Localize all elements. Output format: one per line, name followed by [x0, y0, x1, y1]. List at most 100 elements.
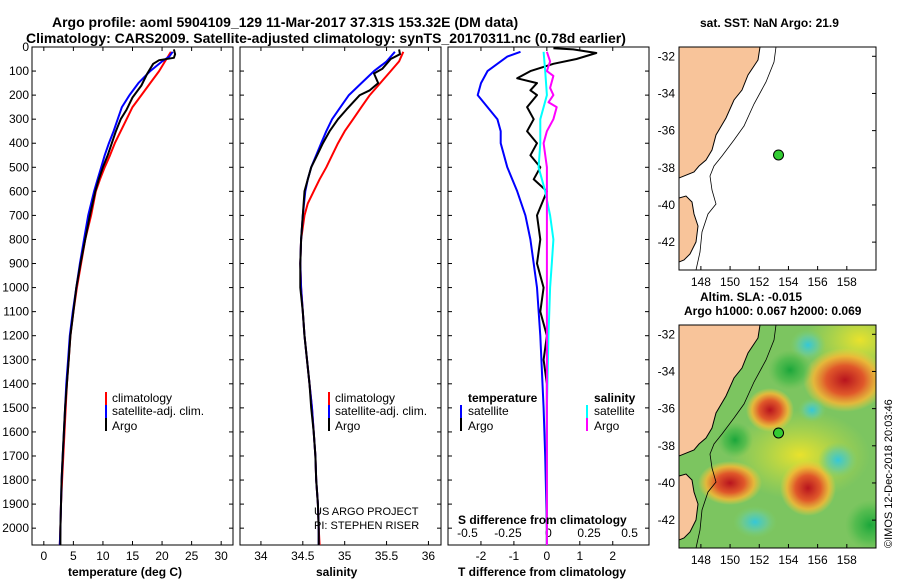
temperature-series [58, 49, 177, 546]
sla-anomaly [768, 350, 812, 390]
temperature-axes-frame [31, 46, 234, 546]
difference-xlabel: T difference from climatology [458, 565, 626, 579]
series-line-temperature-satellite [476, 50, 548, 545]
x-tick-label: 0 [40, 549, 47, 563]
sst-map-land-tasmania [679, 195, 699, 263]
map-y-tick-label: -40 [658, 198, 676, 212]
map-x-tick-label: 152 [749, 553, 769, 567]
sla-map: Altim. SLA: -0.015 Argo h1000: 0.067 h20… [658, 290, 877, 567]
map-x-tick-label: 158 [837, 553, 857, 567]
sla-anomaly [818, 442, 858, 478]
credit-line2: PI: STEPHEN RISER [314, 520, 419, 532]
y-tick-label: 1900 [2, 497, 29, 511]
salinity-series [299, 49, 405, 546]
sst-map-land-mainland [679, 47, 761, 179]
sla-anomaly [780, 460, 836, 516]
y-tick-label: 1200 [2, 329, 29, 343]
sla-anomaly [733, 506, 777, 538]
difference-axes-ticks: -2 -1 0 1 2 -0.5 -0.25 0 0.25 0.5 [448, 46, 649, 563]
series-line-temperature-argo [516, 47, 598, 545]
x-tick-label: 25 [185, 549, 199, 563]
salinity-diff-tick-label: 0.5 [621, 526, 638, 540]
map-y-tick-label: -32 [658, 327, 676, 341]
y-tick-label: 300 [9, 112, 29, 126]
map-y-tick-label: -38 [658, 439, 676, 453]
x-tick-label: 15 [126, 549, 140, 563]
figure-title-line1: Argo profile: aoml 5904109_129 11-Mar-20… [52, 14, 518, 30]
salinity-diff-tick-label: -0.5 [457, 526, 478, 540]
x-tick-label: 2 [609, 549, 616, 563]
map-y-tick-label: -42 [658, 235, 676, 249]
salinity-diff-tick-label: 0.25 [577, 526, 601, 540]
sst-map-frame [678, 46, 877, 271]
salinity-panel: 34 34.5 35 35.5 36 salinity climatology sate… [239, 46, 442, 579]
sla-anomaly [845, 500, 876, 548]
y-tick-label: 900 [9, 257, 29, 271]
map-y-tick-label: -32 [658, 49, 676, 63]
x-tick-label: -1 [509, 549, 520, 563]
y-tick-label: 200 [9, 88, 29, 102]
salinity-diff-tick-label: 0 [545, 526, 552, 540]
map-y-tick-label: -34 [658, 364, 676, 378]
map-y-tick-label: -42 [658, 513, 676, 527]
map-x-tick-label: 156 [808, 553, 828, 567]
sla-map-depth-contour [695, 325, 777, 548]
legend-argo: Argo [335, 419, 361, 433]
series-line-salinity-argo [542, 51, 558, 545]
map-x-tick-label: 150 [720, 553, 740, 567]
difference-legend: temperature satellite Argo salinity sate… [460, 391, 636, 433]
y-tick-label: 0 [22, 40, 29, 54]
sla-map-frame [678, 324, 877, 549]
salinity-diff-tick-label: -0.25 [494, 526, 522, 540]
temperature-panel: 0 5 10 15 20 25 300100200300400500600700800900… [2, 40, 234, 579]
y-tick-label: 1000 [2, 281, 29, 295]
x-tick-label: 36 [422, 549, 436, 563]
y-tick-label: 100 [9, 64, 29, 78]
map-y-tick-label: -38 [658, 161, 676, 175]
difference-panel: -2 -1 0 1 2 -0.5 -0.25 0 0.25 0.5 T difference fr… [447, 46, 650, 579]
temperature-axes-ticks: 0 5 10 15 20 25 300100200300400500600700800900… [2, 40, 233, 563]
map-x-tick-label: 158 [837, 275, 857, 289]
legend-satellite-adj: satellite-adj. clim. [335, 404, 427, 418]
sla-anomaly [717, 422, 753, 458]
map-y-tick-label: -34 [658, 86, 676, 100]
y-tick-label: 1500 [2, 401, 29, 415]
salinity-axes-frame [239, 46, 442, 546]
y-tick-label: 400 [9, 136, 29, 150]
x-tick-label: 20 [155, 549, 169, 563]
y-tick-label: 1400 [2, 377, 29, 391]
salinity-legend: climatology satellite-adj. clim. Argo [328, 391, 427, 433]
legend-climatology: climatology [335, 391, 395, 405]
x-tick-label: 5 [70, 549, 77, 563]
map-x-tick-label: 148 [691, 275, 711, 289]
sst-map-title: sat. SST: NaN Argo: 21.9 [700, 16, 839, 30]
map-x-tick-label: 154 [778, 553, 798, 567]
y-tick-label: 2000 [2, 521, 29, 535]
x-tick-label: 35 [338, 549, 352, 563]
sst-map: sat. SST: NaN Argo: 21.9 148 150 152 154 156… [658, 16, 877, 289]
sla-anomaly [798, 398, 826, 422]
x-tick-label: 10 [96, 549, 110, 563]
difference-inner-title: S difference from climatology [458, 513, 627, 527]
map-y-tick-label: -36 [658, 124, 676, 138]
x-tick-label: 30 [214, 549, 228, 563]
y-tick-label: 600 [9, 184, 29, 198]
series-line-argo [299, 49, 401, 545]
sla-anomaly [803, 348, 876, 412]
map-x-tick-label: 148 [691, 553, 711, 567]
y-tick-label: 800 [9, 232, 29, 246]
map-y-tick-label: -40 [658, 476, 676, 490]
y-tick-label: 1700 [2, 449, 29, 463]
figure-title-line2: Climatology: CARS2009. Satellite-adjuste… [26, 30, 626, 46]
sst-map-depth-contour [695, 47, 777, 270]
map-x-tick-label: 154 [778, 275, 798, 289]
y-tick-label: 1100 [3, 305, 29, 319]
imos-stamp: ©IMOS 12-Dec-2018 20:03:46 [883, 399, 895, 548]
x-tick-label: 0 [544, 549, 551, 563]
credit-line1: US ARGO PROJECT [314, 506, 419, 518]
x-tick-label: 1 [576, 549, 583, 563]
map-y-tick-label: -36 [658, 402, 676, 416]
sla-map-ticks: 148 150 152 154 156 158 -32 -34 -36 -38 -40 -42 [658, 327, 876, 567]
map-x-tick-label: 150 [720, 275, 740, 289]
